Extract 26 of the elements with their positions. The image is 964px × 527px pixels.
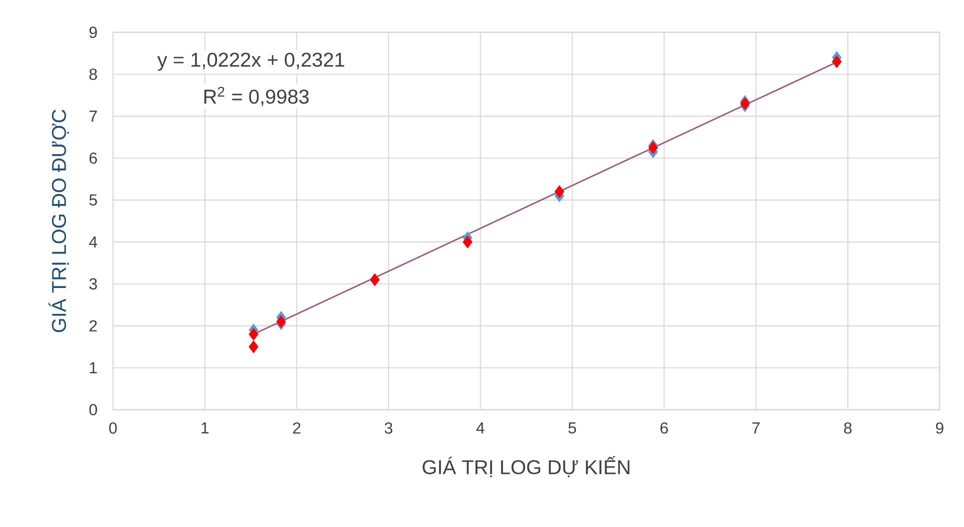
annotation: R$^{2}$ = 0,9983 [204, 87, 309, 106]
annotation: y = 1,0222x + 0,2321 [157, 52, 344, 71]
x-tick-label: 0 [109, 422, 117, 434]
point [648, 142, 658, 154]
x-tick-label: 8 [844, 422, 852, 434]
x-tick-label: 4 [476, 422, 484, 434]
point [248, 328, 258, 341]
y-tick-label: 2 [90, 320, 97, 332]
y-tick-label: 3 [89, 278, 97, 290]
x-tick-label: 6 [660, 422, 668, 434]
y-tick-label: 0 [89, 404, 98, 416]
x-tick-label: 9 [936, 422, 944, 434]
x-tick-label: 7 [752, 422, 760, 434]
x-tick-label: 1 [202, 422, 209, 434]
x-axis-title: GIÁ TRỊ LOG DỰ KIẾN [422, 456, 630, 478]
y-tick-label: 5 [89, 194, 97, 206]
y-tick-label: 9 [89, 26, 97, 38]
y-tick-label: 6 [90, 152, 97, 164]
x-tick-label: 2 [293, 422, 300, 434]
y-tick-label: 1 [90, 362, 97, 374]
y-tick-label: 4 [89, 236, 98, 248]
x-tick-label: 3 [384, 422, 392, 434]
x-tick-label: 5 [568, 422, 576, 434]
y-tick-label: 7 [90, 110, 97, 122]
y-tick-label: 8 [89, 68, 97, 80]
y-axis-title: GIÁ TRỊ LOG ĐO ĐƯỢC [48, 110, 69, 332]
